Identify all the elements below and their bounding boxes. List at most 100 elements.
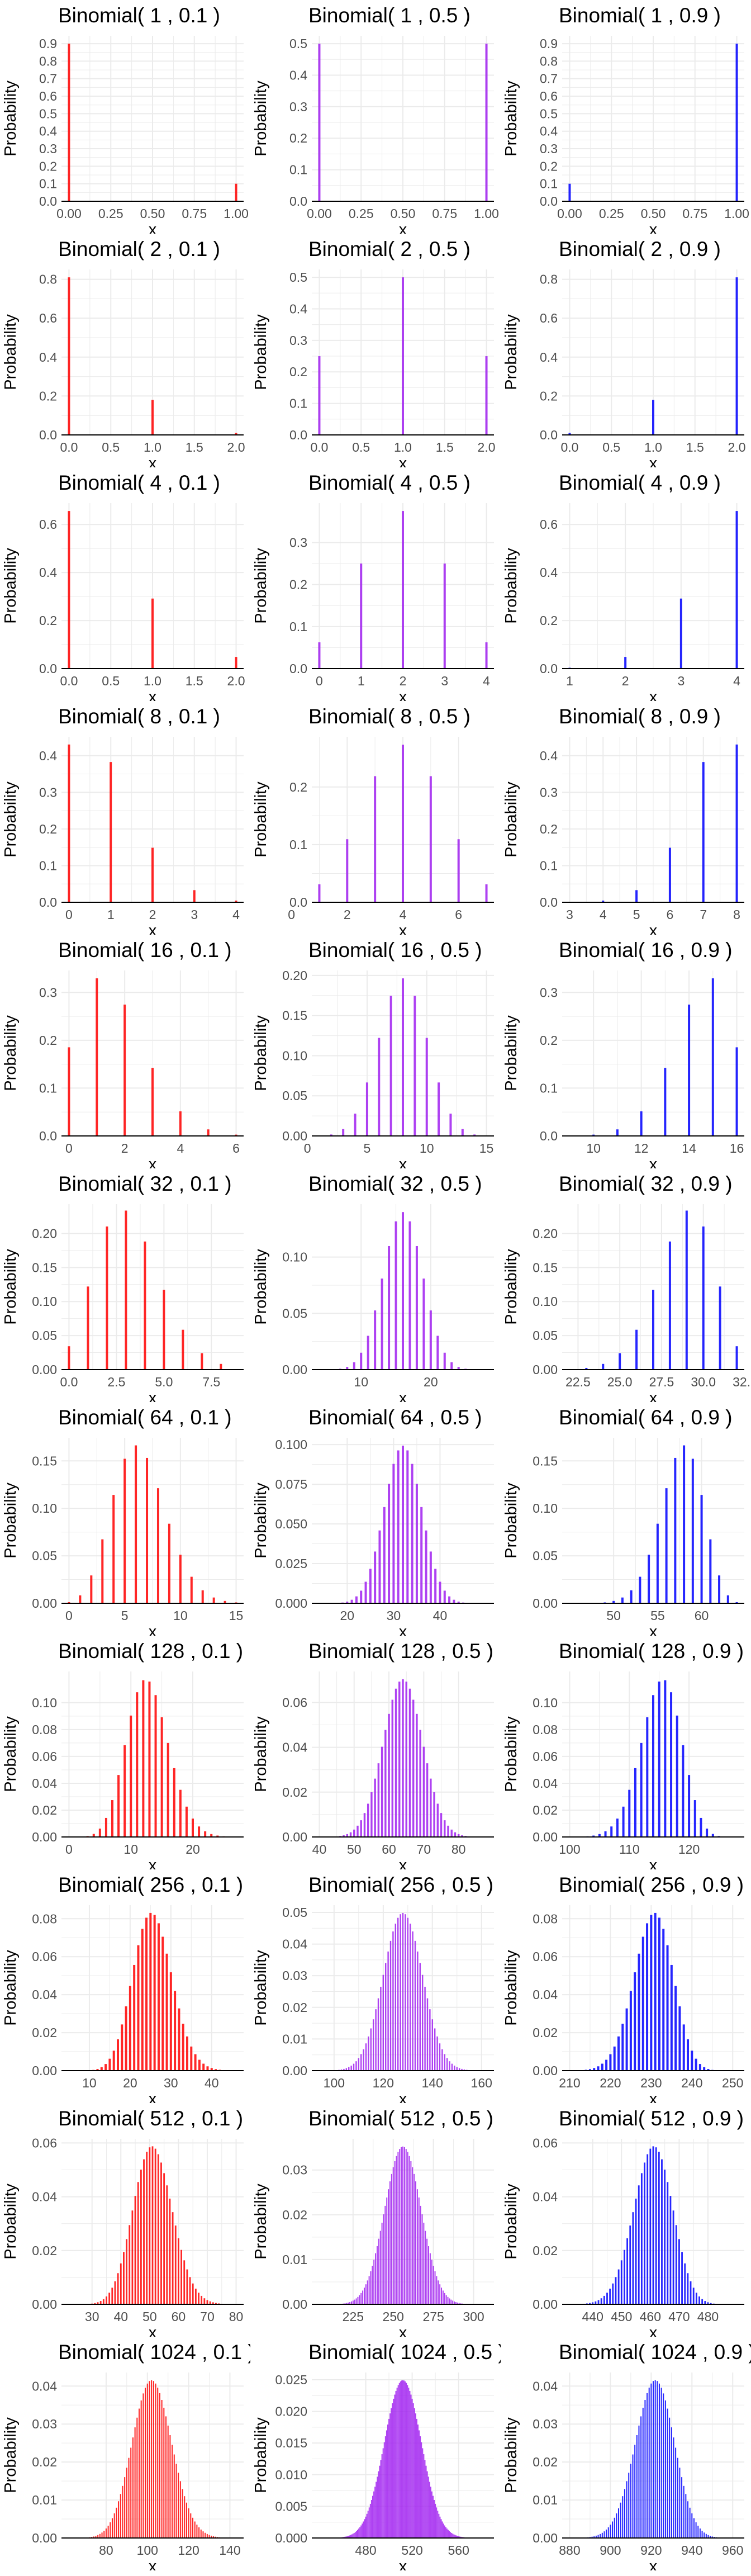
y-tick-label: 0.015 [275,2436,307,2450]
bar [186,2269,188,2304]
bar [413,2174,415,2304]
bar [423,2222,425,2304]
bar [638,1953,640,2071]
bar [463,2069,465,2071]
y-tick-label: 0.2 [39,159,57,173]
bar [114,2281,116,2304]
bar [640,2173,643,2304]
bar [373,2491,375,2538]
bar [130,1715,132,1837]
bar [359,2527,361,2538]
bar [141,1929,144,2071]
x-axis-label: x [399,2090,407,2103]
x-tick-label: 2.0 [478,440,496,454]
bar [612,2283,614,2304]
y-tick-label: 0.6 [39,311,57,325]
bar [365,2043,367,2071]
bar [405,2381,406,2538]
bar [392,1931,394,2071]
bar [351,2534,353,2538]
bar [457,2536,458,2538]
x-tick-label: 55 [650,1608,665,1623]
bar [178,2008,180,2071]
bar [655,2147,657,2304]
bar [421,1974,424,2071]
x-axis-label: x [649,922,658,935]
bar [368,2276,370,2304]
chart-panel-n4-p09: 0.0 0.2 0.4 0.6 1 2 3 4 x Probability Binomial( 4 … [501,467,751,701]
bar [438,1082,440,1136]
chart-title: Binomial( 64 , 0.9 ) [559,1406,733,1429]
bar [99,2301,102,2304]
chart-title: Binomial( 256 , 0.5 ) [308,1873,493,1896]
y-tick-label: 0.0 [540,194,558,209]
bar [425,1530,427,1603]
bar [156,1488,159,1603]
bar [592,1134,595,1136]
x-tick-label: 1 [358,674,365,688]
bar [163,1290,165,1370]
chart-svg-n128-p05: 0.00 0.02 0.04 0.06 40 50 60 70 80 x Probability Bi… [252,1640,494,1869]
bar [652,1695,654,1837]
bar [408,1221,411,1370]
chart-title: Binomial( 4 , 0.1 ) [58,471,220,494]
bar [105,2528,107,2538]
y-tick-label: 0.4 [540,749,558,763]
bar [710,2303,712,2304]
bars [568,277,738,435]
x-tick-label: 210 [559,2076,580,2090]
bar [212,2536,214,2538]
x-tick-label: 6 [455,907,462,922]
x-tick-label: 32.5 [733,1375,751,1389]
bar [638,2425,640,2538]
bar [668,1241,671,1370]
bar [394,1688,397,1837]
x-axis-label: x [649,454,658,467]
bar [362,2523,363,2538]
bar [684,2263,686,2304]
bar [154,2148,156,2304]
x-axis-label: x [149,1156,157,1168]
bar [693,1800,696,1837]
chart-panel-n8-p09: 0.0 0.1 0.2 0.3 0.4 3 4 5 6 7 8 x Probability Binomia… [501,701,751,935]
bar [619,1353,621,1370]
x-tick-label: 0.00 [557,206,582,221]
bar [377,2476,378,2538]
y-tick-label: 0.3 [289,333,307,348]
chart-title: Binomial( 1 , 0.5 ) [308,4,470,27]
x-tick-label: 900 [600,2543,621,2558]
bar [438,2280,439,2304]
bar [616,1819,619,1837]
bar [161,2400,163,2538]
x-tick-label: 5.0 [155,1375,173,1389]
bar [661,2159,663,2304]
chart-panel-n256-p09: 0.00 0.02 0.04 0.06 0.08 210 220 230 240 250 x Prob… [501,1869,751,2103]
y-tick-label: 0.2 [289,131,307,145]
bar [603,2531,605,2538]
y-axis-label: Probability [502,1015,520,1091]
bar [710,2536,711,2538]
bar [194,2521,196,2538]
bar [600,2534,601,2538]
bar [177,2238,179,2304]
bar [116,2039,119,2071]
bar [681,2252,683,2304]
x-tick-label: 2 [149,907,156,922]
bar [602,900,605,902]
bar [652,2381,654,2538]
chart-svg-n2-p09: 0.0 0.2 0.4 0.6 0.8 0.0 0.5 1.0 1.5 2.0 x Probabili… [502,238,746,467]
bar [104,2064,107,2071]
bar [422,1746,425,1837]
bar [68,44,70,201]
gridlines [562,503,744,669]
bar [160,1717,163,1837]
chart-title: Binomial( 64 , 0.5 ) [308,1406,482,1429]
bar [68,744,70,902]
bar [445,2295,447,2304]
bar [681,2477,683,2538]
bar [457,839,460,902]
x-axis-label: x [149,454,157,467]
bar [137,1945,140,2071]
bar [108,2058,111,2071]
bar [604,1831,607,1837]
